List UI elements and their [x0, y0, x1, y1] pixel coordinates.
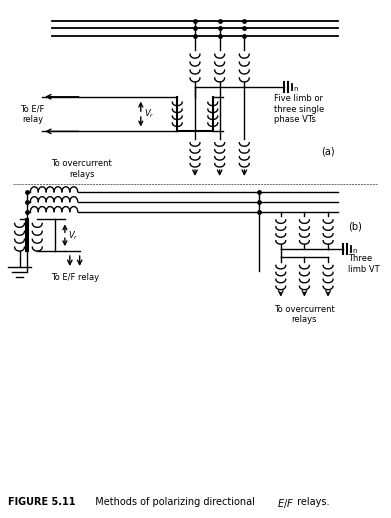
Text: To overcurrent
relays: To overcurrent relays [274, 305, 335, 324]
Text: To E/F relay: To E/F relay [51, 273, 99, 282]
Text: $V_r$: $V_r$ [144, 108, 154, 120]
Text: $V_r$: $V_r$ [68, 229, 78, 241]
Text: Methods of polarizing directional: Methods of polarizing directional [88, 497, 258, 508]
Text: n: n [294, 86, 298, 92]
Text: Five limb or
three single
phase VTs: Five limb or three single phase VTs [274, 94, 324, 124]
Text: n: n [353, 248, 357, 254]
Text: (a): (a) [321, 146, 335, 156]
Text: $\mathit{E/F}$: $\mathit{E/F}$ [277, 497, 294, 510]
Text: (b): (b) [348, 221, 362, 232]
Text: To E/F
relay: To E/F relay [20, 104, 45, 124]
Text: FIGURE 5.11: FIGURE 5.11 [8, 497, 75, 508]
Text: To overcurrent
relays: To overcurrent relays [51, 159, 112, 179]
Text: relays.: relays. [294, 497, 329, 508]
Text: Three
limb VT: Three limb VT [348, 254, 379, 274]
